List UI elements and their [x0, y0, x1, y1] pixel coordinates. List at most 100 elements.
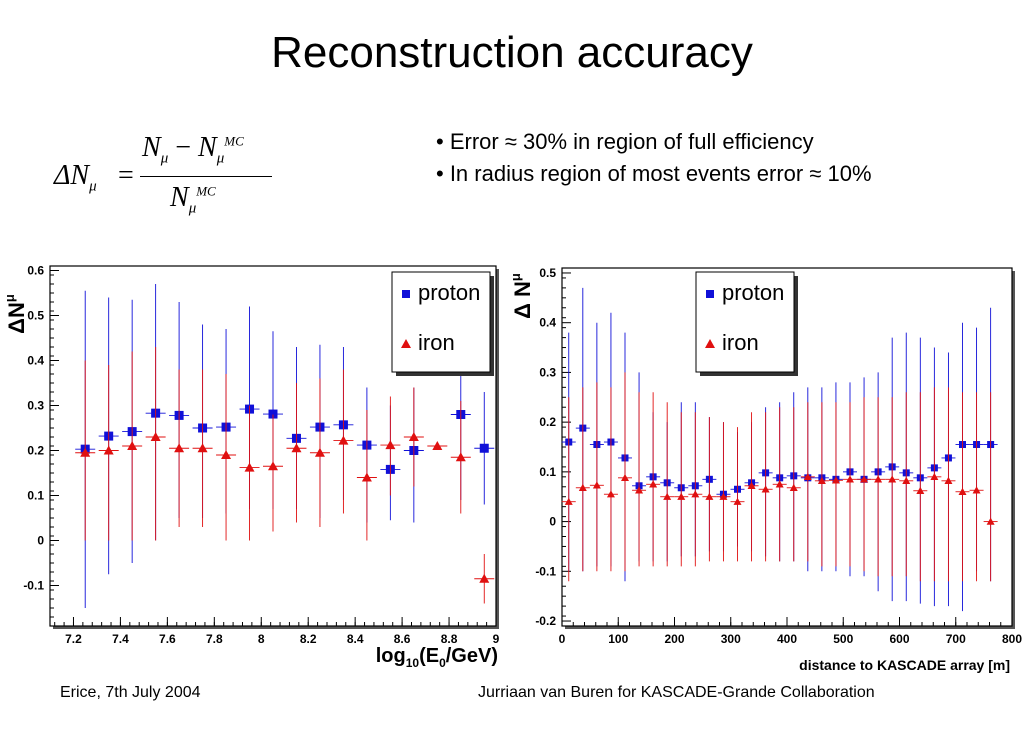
iron-marker — [663, 492, 672, 500]
y-axis-label: ΔNμ — [2, 294, 29, 334]
y-tick-label: 0.1 — [539, 465, 556, 479]
iron-marker — [103, 445, 114, 455]
y-tick-label: 0.4 — [539, 316, 556, 330]
iron-marker — [677, 492, 686, 500]
legend: proton iron — [695, 271, 795, 373]
y-axis-label-text: Δ Nμ — [512, 273, 535, 319]
iron-marker — [578, 483, 587, 491]
footer-date: Erice, 7th July 2004 — [60, 684, 201, 701]
y-tick-label: 0.3 — [27, 399, 44, 413]
x-tick-label: 0 — [559, 632, 566, 646]
legend-label: proton — [418, 280, 480, 305]
iron-marker — [197, 443, 208, 453]
iron-marker — [902, 476, 911, 485]
y-tick-label: 0.1 — [27, 489, 44, 503]
x-tick-label: 300 — [721, 632, 741, 646]
iron-marker — [916, 486, 925, 494]
formula-lhs: ΔNμ — [54, 160, 97, 195]
iron-marker — [733, 497, 742, 505]
iron-marker — [455, 452, 466, 462]
iron-marker — [621, 473, 629, 482]
x-tick-label: 500 — [833, 632, 853, 646]
iron-marker — [635, 486, 644, 494]
x-tick-label: 7.8 — [206, 632, 223, 646]
iron-marker — [817, 476, 826, 485]
iron-marker — [221, 450, 232, 459]
series-iron — [75, 347, 495, 604]
iron-marker — [705, 492, 714, 500]
y-tick-label: -0.1 — [535, 564, 556, 578]
iron-marker — [874, 475, 883, 483]
x-tick-label: 7.6 — [159, 632, 176, 646]
x-tick-label: 100 — [608, 632, 628, 646]
bullet-item: • Error ≈ 30% in region of full efficien… — [436, 129, 814, 154]
iron-marker — [361, 472, 372, 482]
iron-marker — [761, 485, 770, 493]
x-axis-label: log10(E0/GeV) — [376, 645, 498, 670]
bullet-item: • In radius region of most events error … — [436, 161, 872, 186]
legend-iron-swatch — [705, 339, 715, 348]
iron-marker — [649, 480, 658, 488]
iron-marker — [479, 573, 490, 583]
iron-marker — [127, 441, 138, 450]
x-tick-label: 7.4 — [112, 632, 129, 646]
x-tick-label: 8.4 — [347, 632, 364, 646]
iron-marker — [930, 472, 939, 481]
energy-accuracy-chart: -0.1 0 0.1 0.2 0.3 0.4 0.5 0.6 7.2 7.4 7.6 7.8 8 8.2 8… — [2, 264, 500, 671]
x-tick-label: 7.2 — [65, 632, 82, 646]
x-tick-label: 600 — [889, 632, 909, 646]
iron-marker — [80, 447, 91, 457]
proton-marker — [268, 409, 278, 419]
iron-marker — [860, 475, 869, 483]
proton-marker — [479, 443, 489, 453]
iron-marker — [789, 483, 798, 491]
iron-marker — [606, 490, 615, 498]
iron-marker — [244, 462, 255, 472]
iron-marker — [408, 432, 419, 441]
delta-n-mu-formula: ΔNμ = Nμ − NμMC NμMC — [46, 128, 286, 224]
y-tick-label: 0.6 — [27, 264, 44, 278]
iron-marker — [291, 443, 302, 453]
y-tick-label: 0 — [549, 515, 556, 529]
iron-marker — [972, 486, 981, 494]
x-tick-label: 200 — [664, 632, 684, 646]
legend-label: iron — [418, 330, 455, 355]
x-tick-label: 8 — [258, 632, 265, 646]
legend-label: iron — [722, 330, 759, 355]
slide-title: Reconstruction accuracy — [271, 28, 753, 77]
formula-denominator: NμMC — [170, 182, 216, 217]
bullet-list: • Error ≈ 30% in region of full efficien… — [436, 126, 872, 190]
iron-marker — [432, 441, 443, 450]
legend: proton iron — [391, 271, 491, 373]
iron-marker — [564, 497, 573, 505]
footer-credit: Jurriaan van Buren for KASCADE-Grande Co… — [478, 684, 875, 701]
y-tick-label: 0.3 — [539, 365, 556, 379]
iron-marker — [831, 476, 840, 484]
x-tick-label: 8.8 — [441, 632, 458, 646]
legend-iron-swatch — [401, 339, 411, 348]
legend-box — [695, 271, 795, 373]
fraction-bar — [140, 176, 272, 177]
x-axis-label: distance to KASCADE array [m] — [799, 657, 1010, 673]
iron-marker — [888, 475, 897, 483]
x-tick-label: 8.2 — [300, 632, 317, 646]
legend-proton-swatch — [402, 290, 410, 298]
y-tick-label: -0.2 — [535, 614, 556, 628]
iron-marker — [958, 487, 967, 495]
iron-marker — [592, 481, 601, 489]
y-tick-label: 0.5 — [27, 309, 44, 323]
y-axis-label: Δ Nμ — [512, 273, 535, 319]
iron-marker — [846, 475, 854, 483]
iron-marker — [150, 432, 161, 441]
y-tick-label: -0.1 — [23, 579, 44, 593]
legend-box — [391, 271, 491, 373]
formula-equals: = — [118, 160, 134, 191]
x-tick-label: 800 — [1002, 632, 1022, 646]
x-tick-label: 400 — [777, 632, 797, 646]
series-iron — [561, 372, 998, 582]
legend-label: proton — [722, 280, 784, 305]
x-tick-label: 700 — [946, 632, 966, 646]
x-tick-label: 9 — [493, 632, 500, 646]
iron-marker — [338, 435, 349, 445]
